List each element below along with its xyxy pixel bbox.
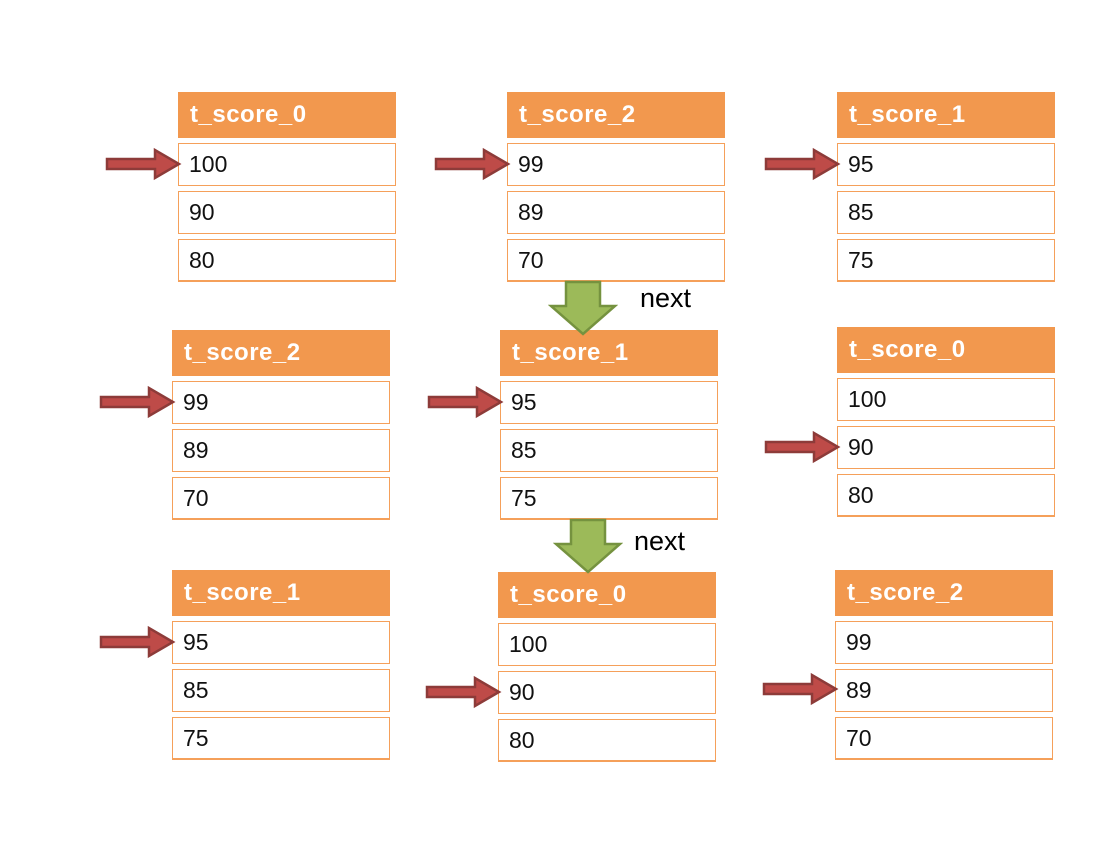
table-row: 100	[178, 143, 396, 186]
table-row: 85	[172, 669, 390, 712]
score-table-r1c2: t_score_2 99 89 70	[507, 92, 725, 282]
table-row: 90	[178, 191, 396, 234]
table-row: 95	[500, 381, 718, 424]
table-row: 99	[172, 381, 390, 424]
score-table-r3c2: t_score_0 100 90 80	[498, 572, 716, 762]
current-row-arrow-icon	[764, 147, 841, 181]
score-table-r1c1: t_score_0 100 90 80	[178, 92, 396, 282]
current-row-arrow-icon	[99, 625, 176, 659]
table-row: 75	[500, 477, 718, 520]
table-header: t_score_1	[500, 330, 718, 376]
table-row: 70	[507, 239, 725, 282]
current-row-arrow-icon	[762, 672, 839, 706]
table-row: 100	[837, 378, 1055, 421]
current-row-arrow-icon	[99, 385, 176, 419]
table-row: 100	[498, 623, 716, 666]
table-row: 85	[837, 191, 1055, 234]
next-arrow-icon	[548, 280, 618, 336]
score-table-r1c3: t_score_1 95 85 75	[837, 92, 1055, 282]
current-row-arrow-icon	[425, 675, 502, 709]
score-table-r3c3: t_score_2 99 89 70	[835, 570, 1053, 760]
table-row: 70	[172, 477, 390, 520]
table-row: 89	[172, 429, 390, 472]
table-row: 99	[507, 143, 725, 186]
table-row: 95	[837, 143, 1055, 186]
table-row: 80	[498, 719, 716, 762]
table-row: 75	[172, 717, 390, 760]
table-row: 70	[835, 717, 1053, 760]
current-row-arrow-icon	[434, 147, 511, 181]
score-table-r2c1: t_score_2 99 89 70	[172, 330, 390, 520]
table-row: 95	[172, 621, 390, 664]
table-header: t_score_2	[835, 570, 1053, 616]
score-table-r2c2: t_score_1 95 85 75	[500, 330, 718, 520]
table-header: t_score_0	[837, 327, 1055, 373]
current-row-arrow-icon	[105, 147, 182, 181]
table-row: 89	[507, 191, 725, 234]
current-row-arrow-icon	[764, 430, 841, 464]
table-row: 80	[837, 474, 1055, 517]
table-header: t_score_0	[498, 572, 716, 618]
table-row: 75	[837, 239, 1055, 282]
table-header: t_score_1	[837, 92, 1055, 138]
table-row: 90	[498, 671, 716, 714]
table-row: 85	[500, 429, 718, 472]
next-arrow-icon	[553, 518, 623, 574]
table-row: 99	[835, 621, 1053, 664]
next-label: next	[634, 526, 686, 556]
table-row: 89	[835, 669, 1053, 712]
table-header: t_score_2	[172, 330, 390, 376]
next-label: next	[640, 283, 692, 313]
table-header: t_score_1	[172, 570, 390, 616]
score-table-r3c1: t_score_1 95 85 75	[172, 570, 390, 760]
table-row: 90	[837, 426, 1055, 469]
table-row: 80	[178, 239, 396, 282]
score-table-r2c3: t_score_0 100 90 80	[837, 327, 1055, 517]
table-header: t_score_0	[178, 92, 396, 138]
table-header: t_score_2	[507, 92, 725, 138]
current-row-arrow-icon	[427, 385, 504, 419]
